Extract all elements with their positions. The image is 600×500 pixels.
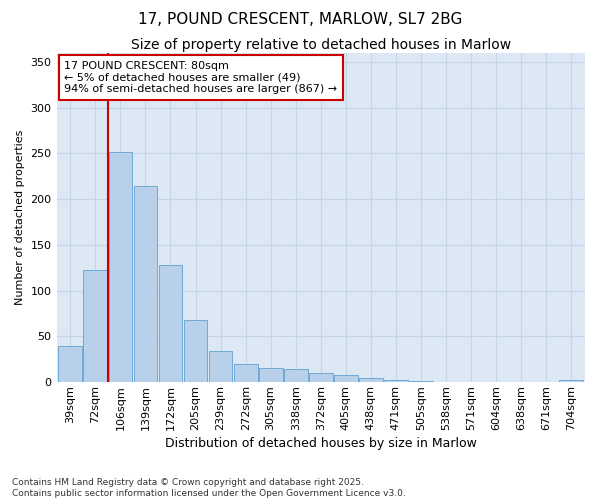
X-axis label: Distribution of detached houses by size in Marlow: Distribution of detached houses by size … [165, 437, 477, 450]
Title: Size of property relative to detached houses in Marlow: Size of property relative to detached ho… [131, 38, 511, 52]
Bar [409, 381, 433, 382]
Text: Contains HM Land Registry data © Crown copyright and database right 2025.
Contai: Contains HM Land Registry data © Crown c… [12, 478, 406, 498]
Bar [184, 320, 208, 382]
Text: 17 POUND CRESCENT: 80sqm
← 5% of detached houses are smaller (49)
94% of semi-de: 17 POUND CRESCENT: 80sqm ← 5% of detache… [64, 61, 338, 94]
Bar [209, 351, 232, 382]
Bar [58, 346, 82, 382]
Bar [83, 270, 107, 382]
Bar [158, 265, 182, 382]
Text: 17, POUND CRESCENT, MARLOW, SL7 2BG: 17, POUND CRESCENT, MARLOW, SL7 2BG [138, 12, 462, 28]
Bar [309, 373, 332, 382]
Bar [359, 378, 383, 382]
Bar [259, 368, 283, 382]
Y-axis label: Number of detached properties: Number of detached properties [15, 130, 25, 305]
Bar [384, 380, 408, 382]
Bar [284, 370, 308, 382]
Bar [109, 152, 133, 382]
Bar [134, 186, 157, 382]
Bar [334, 375, 358, 382]
Bar [234, 364, 257, 382]
Bar [559, 380, 583, 382]
